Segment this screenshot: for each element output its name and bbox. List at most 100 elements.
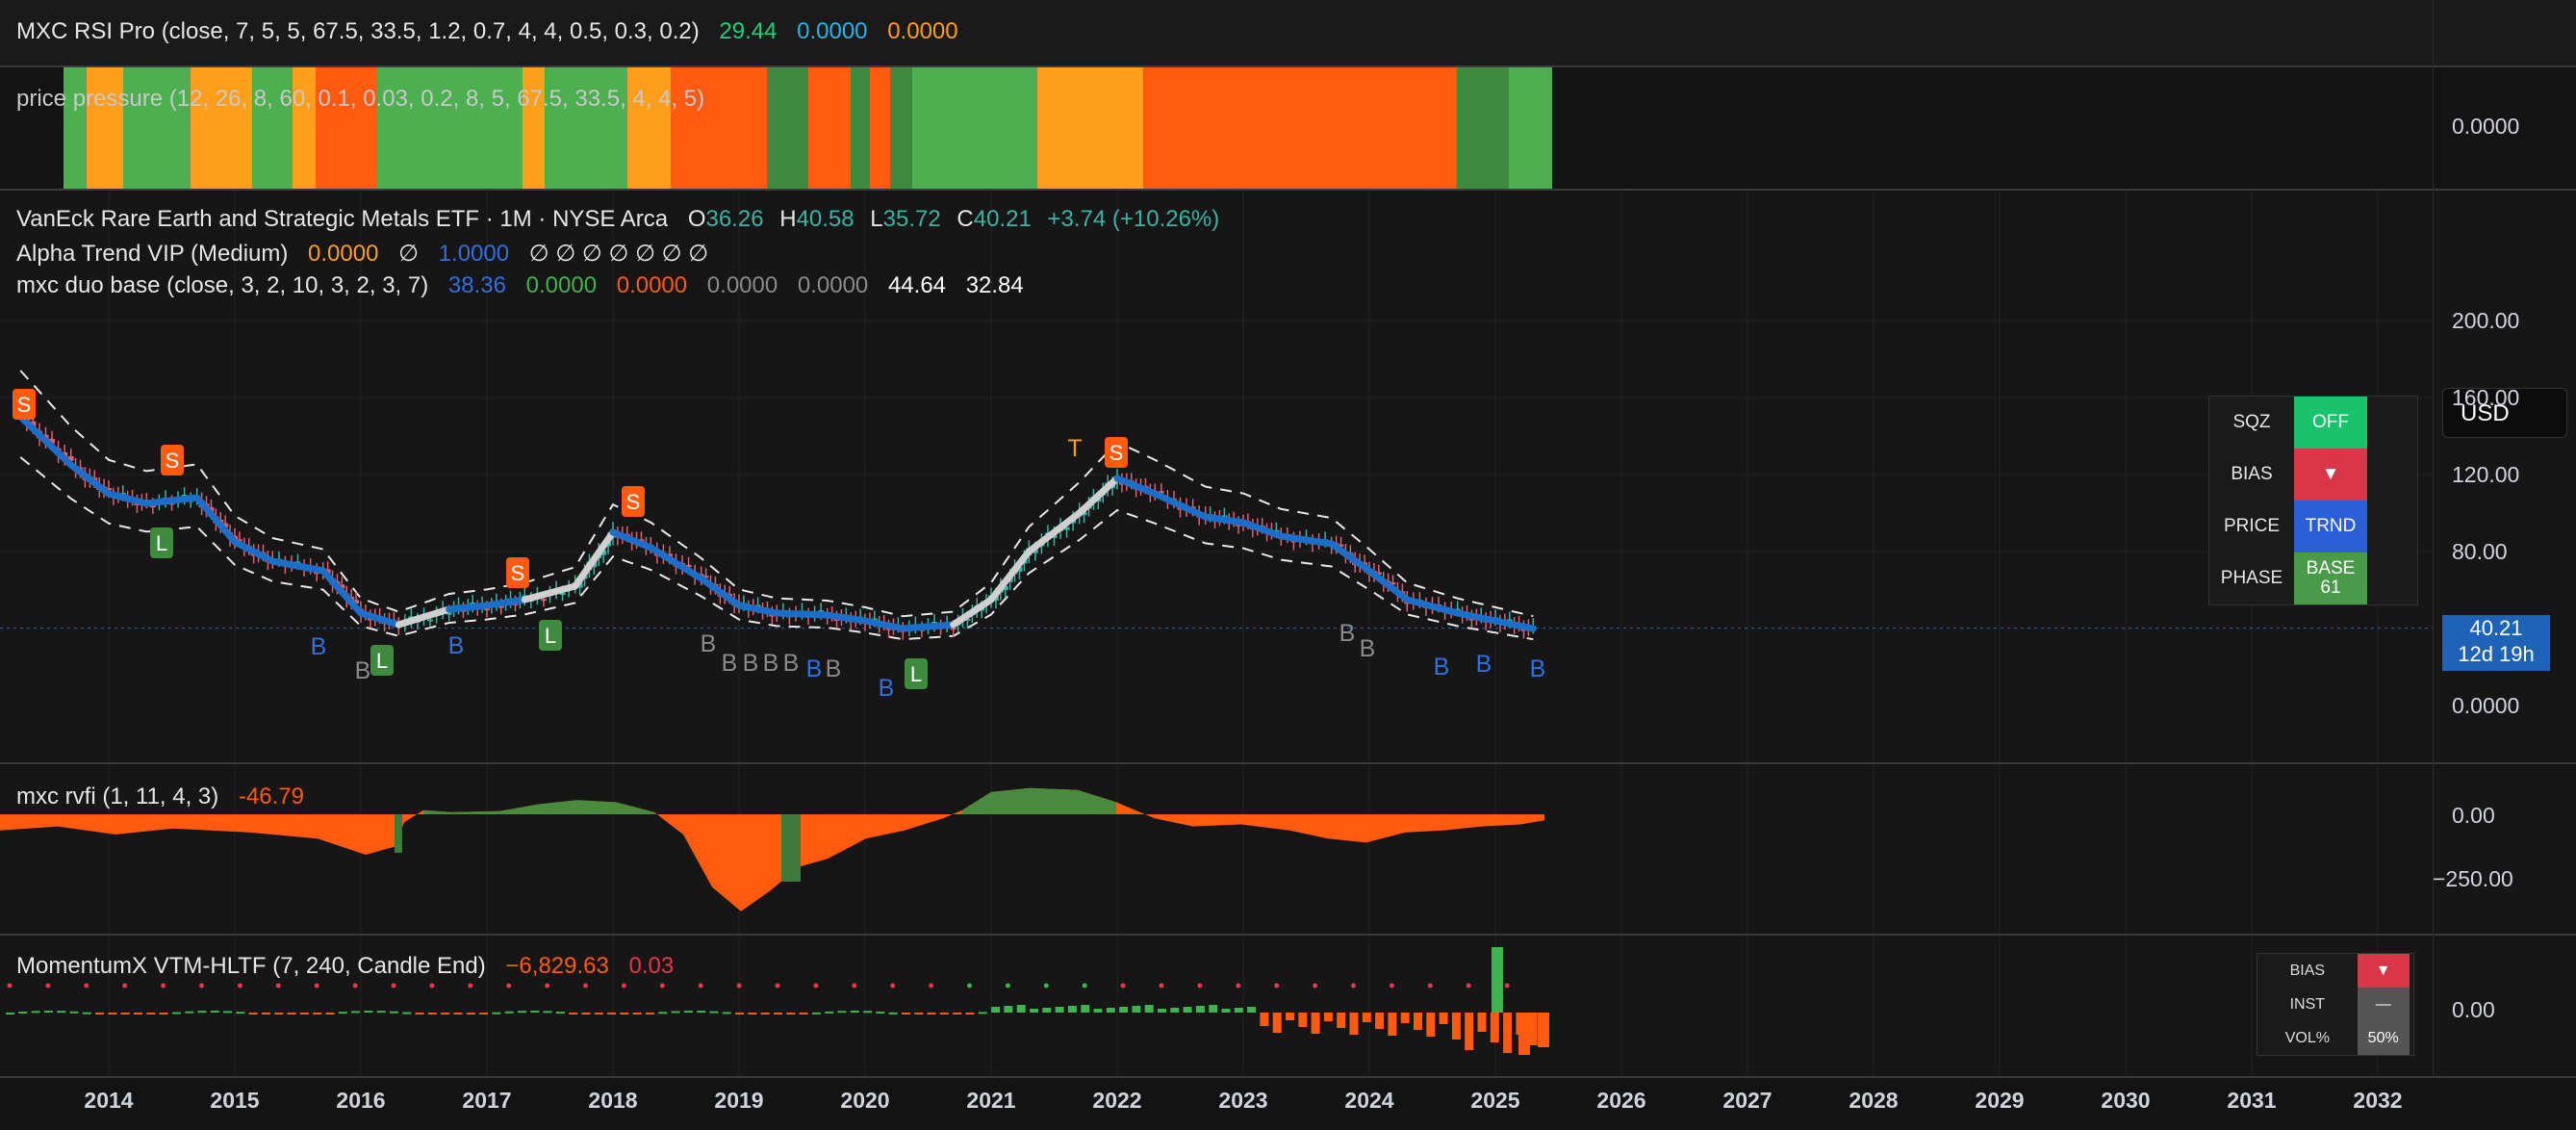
candle-body	[427, 619, 434, 622]
time-axis-label: 2025	[1470, 1088, 1520, 1113]
vtm-bar	[953, 1013, 962, 1014]
vtm-bar	[1093, 1009, 1103, 1013]
vtm-dot	[1389, 983, 1394, 989]
vtm-bar	[671, 1011, 680, 1014]
vtm-bar	[1055, 1007, 1064, 1013]
pressure-segment	[252, 67, 293, 189]
rvfi-pane: mxc rvfi (1, 11, 4, 3) -46.79 0.00 −250.…	[0, 764, 2576, 934]
candle-body	[950, 628, 956, 630]
pressure-segment	[87, 67, 123, 189]
vtm-bar	[1503, 1013, 1513, 1053]
vtm-bar	[543, 1011, 552, 1014]
vtm-bar	[1119, 1007, 1129, 1013]
vtm-bar	[1106, 1008, 1115, 1013]
rvfi-positive-area	[1078, 789, 1116, 814]
vtm-spike-bar	[1538, 1013, 1549, 1047]
vtm-dot	[1236, 983, 1241, 989]
duo-base-label[interactable]: mxc duo base (close, 3, 2, 10, 3, 2, 3, …	[16, 272, 429, 298]
vtm-bar	[1042, 1008, 1052, 1013]
pressure-segment	[545, 67, 627, 189]
signal-letter: B	[701, 630, 717, 657]
vtm-bar	[569, 1013, 578, 1014]
candle-body	[339, 584, 345, 589]
status-key: BIAS	[2231, 464, 2273, 484]
vtm-bar	[262, 1013, 270, 1014]
vtm-bar	[402, 1012, 412, 1014]
rsi-indicator-label[interactable]: MXC RSI Pro (close, 7, 5, 5, 67.5, 33.5,…	[16, 18, 700, 44]
signal-letter: B	[783, 650, 800, 677]
signal-marker-label: L	[910, 662, 922, 686]
vtm-value-2: 0.03	[628, 953, 675, 979]
vtm-dot	[7, 983, 13, 989]
symbol-title[interactable]: VanEck Rare Earth and Strategic Metals E…	[16, 206, 669, 232]
vtm-bar	[735, 1013, 745, 1014]
vtm-dot	[468, 983, 473, 989]
ohlc-high: 40.58	[796, 206, 854, 232]
pressure-indicator-label[interactable]: price pressure (12, 26, 8, 60, 0.1, 0.03…	[16, 86, 705, 112]
vtm-bar	[1067, 1006, 1077, 1013]
vtm-row-inst: INST —	[2257, 988, 2413, 1021]
signal-marker-label: S	[166, 449, 180, 473]
time-axis[interactable]: 2014 2015 2016 2017 2018 2019 2020 2021 2022 2023…	[0, 1078, 2576, 1130]
vtm-bar	[6, 1013, 14, 1014]
time-axis-label: 2021	[966, 1088, 1016, 1113]
vtm-bar	[760, 1013, 770, 1014]
signal-letter: B	[355, 657, 371, 684]
candle-body	[685, 564, 692, 568]
price-tick-80: 80.00	[2452, 539, 2508, 564]
vtm-bar	[811, 1012, 821, 1014]
rvfi-positive-area	[616, 802, 654, 814]
vtm-dot	[775, 983, 780, 989]
vtm-bar	[1247, 1007, 1257, 1013]
vtm-bar	[1388, 1013, 1397, 1036]
time-axis-label: 2029	[1975, 1088, 2025, 1113]
candle-body	[49, 438, 56, 444]
signal-marker-label: L	[376, 649, 388, 673]
status-value: TRND	[2294, 501, 2367, 552]
vtm-dot	[506, 983, 512, 989]
vtm-dot	[1005, 983, 1010, 989]
candle-body	[1338, 544, 1344, 547]
vtm-indicator-label[interactable]: MomentumX VTM-HLTF (7, 240, Candle End)	[16, 953, 486, 979]
alpha-trend-label[interactable]: Alpha Trend VIP (Medium)	[16, 241, 289, 267]
alpha-trend-sym-1: ∅	[398, 241, 420, 267]
vtm-bar	[939, 1013, 949, 1014]
rvfi-area	[0, 787, 1544, 912]
candle-body	[497, 605, 504, 608]
alpha-trend-value-1: 0.0000	[308, 241, 379, 267]
time-axis-label: 2014	[84, 1088, 134, 1113]
time-axis-label: 2023	[1218, 1088, 1268, 1113]
vtm-bar	[1323, 1013, 1333, 1021]
signal-letter: B	[879, 675, 895, 702]
time-axis-label: 2019	[714, 1088, 764, 1113]
candle-body	[1063, 526, 1070, 530]
vtm-bar	[248, 1013, 258, 1014]
currency-button[interactable]: USD	[2442, 388, 2567, 438]
vtm-bar	[965, 1013, 975, 1014]
pressure-segment	[870, 67, 890, 189]
vtm-bar	[134, 1013, 142, 1014]
vtm-dot	[1351, 983, 1356, 989]
status-key: SQZ	[2232, 412, 2271, 432]
signal-marker	[150, 527, 173, 558]
vtm-dot	[199, 983, 204, 989]
rvfi-indicator-label[interactable]: mxc rvfi (1, 11, 4, 3)	[16, 783, 219, 809]
candle-body	[666, 553, 673, 557]
rvfi-cross-bar	[395, 814, 402, 853]
vtm-bar	[325, 1013, 335, 1014]
vtm-bar	[43, 1011, 53, 1014]
time-axis-label: 2020	[840, 1088, 890, 1113]
vtm-bar	[338, 1012, 347, 1014]
vtm-bar	[1311, 1013, 1320, 1034]
vtm-dot	[545, 983, 550, 989]
vtm-dot	[890, 983, 896, 989]
vtm-bar	[1030, 1009, 1038, 1013]
vtm-bar	[1004, 1006, 1013, 1013]
vtm-bar	[1414, 1013, 1422, 1030]
rvfi-cross-bar	[781, 814, 801, 882]
vtm-dot	[1274, 983, 1280, 989]
candle-body	[149, 505, 156, 508]
signal-marker	[161, 445, 184, 475]
